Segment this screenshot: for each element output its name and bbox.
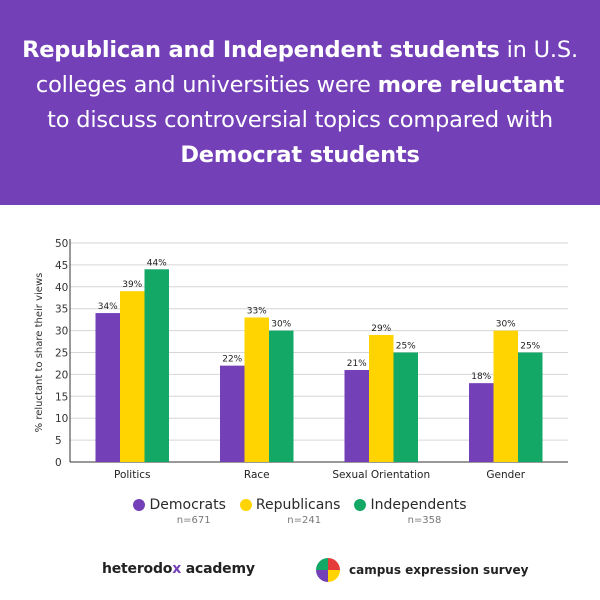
category-label: Sexual Orientation	[332, 469, 430, 481]
bar-chart: 0 5 10 15 20 25 30 35 40 45 50 % reluctant to share…	[34, 238, 568, 481]
headline-bold-1: Republican and Independent students	[22, 36, 500, 63]
campus-expression-survey-logo: campus expression survey	[313, 555, 528, 585]
bar-independents-1	[269, 330, 294, 462]
bar-republicans-1	[244, 317, 269, 462]
legend-item-democrats: Democrats n=671	[133, 497, 226, 526]
y-tick-label: 0	[55, 457, 62, 469]
y-tick-label: 50	[55, 238, 68, 250]
bar-independents-3	[518, 352, 543, 462]
value-label: 39%	[122, 280, 142, 290]
y-tick-label: 45	[55, 260, 68, 272]
bar-democrats-3	[469, 383, 494, 462]
headline-bold-3: more reluctant	[377, 71, 565, 98]
bar-democrats-2	[344, 370, 369, 462]
legend-label-democrats: Democrats	[149, 497, 226, 513]
bar-democrats-1	[220, 365, 245, 462]
legend-n-democrats: n=671	[176, 515, 211, 526]
bar-republicans-3	[493, 330, 518, 462]
y-tick-label: 10	[55, 413, 68, 425]
republicans-dot	[239, 499, 252, 511]
headline: Republican and Independent students in U…	[22, 33, 578, 173]
value-label: 33%	[247, 306, 267, 316]
value-label: 30%	[271, 320, 291, 330]
heterodox-academy-logo: heterodox academy	[102, 561, 255, 577]
legend: Democrats n=671 Republicans n=241 Indepe…	[0, 497, 600, 526]
value-label: 34%	[98, 302, 118, 312]
y-tick-label: 30	[55, 326, 68, 338]
value-label: 44%	[147, 258, 167, 268]
legend-n-republicans: n=241	[287, 515, 322, 526]
value-label: 25%	[520, 342, 540, 352]
y-tick-label: 15	[55, 391, 68, 403]
headline-text-2: in U.S. colleges and universities were	[35, 36, 578, 98]
category-label: Race	[244, 469, 270, 481]
value-label: 29%	[371, 324, 391, 334]
bar-republicans-2	[369, 334, 394, 462]
bar-democrats-0	[95, 313, 120, 462]
value-label: 25%	[396, 342, 416, 352]
legend-item-republicans: Republicans n=241	[239, 497, 341, 526]
survey-name: campus expression survey	[349, 563, 529, 577]
legend-n-independents: n=358	[407, 515, 442, 526]
y-tick-label: 35	[55, 304, 68, 316]
headline-text-4: to discuss controversial topics compared…	[47, 106, 553, 133]
legend-label-republicans: Republicans	[255, 497, 341, 513]
category-label: Gender	[486, 469, 525, 481]
header-banner: Republican and Independent students in U…	[0, 0, 600, 205]
independents-dot	[354, 499, 367, 511]
value-label: 22%	[222, 355, 242, 365]
y-tick-label: 5	[55, 435, 62, 447]
bar-republicans-0	[120, 291, 145, 462]
bar-independents-0	[144, 269, 169, 462]
value-label: 18%	[471, 372, 491, 382]
value-label: 21%	[347, 359, 367, 369]
category-label: Politics	[114, 469, 151, 481]
democrats-dot	[133, 499, 146, 511]
logo-x: x	[172, 561, 182, 577]
headline-bold-5: Democrat students	[180, 141, 420, 168]
value-label: 30%	[496, 320, 516, 330]
pie-chart-icon	[316, 558, 340, 582]
legend-label-independents: Independents	[370, 497, 467, 513]
y-tick-label: 20	[55, 369, 68, 381]
y-tick-label: 25	[55, 348, 68, 360]
y-axis-label: % reluctant to share their views	[34, 273, 45, 433]
legend-item-independents: Independents n=358	[354, 497, 467, 526]
y-tick-label: 40	[55, 282, 68, 294]
bar-independents-2	[393, 352, 418, 462]
